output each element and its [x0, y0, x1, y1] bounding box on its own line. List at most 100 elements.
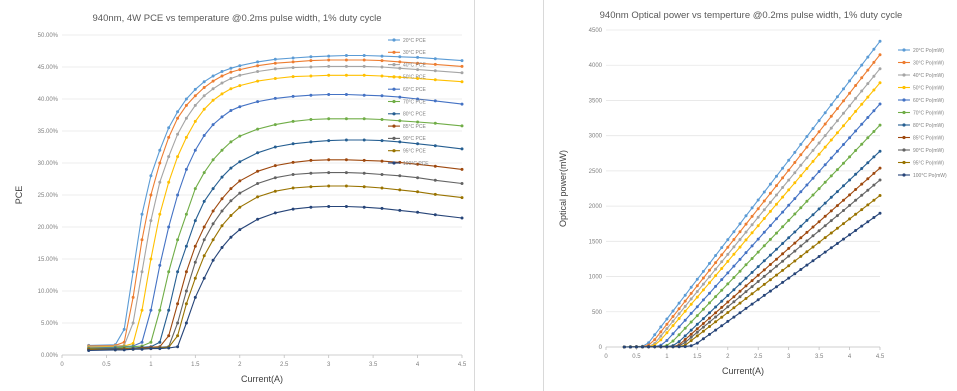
- y-tick-label: 2500: [589, 169, 603, 175]
- power-data-point: [744, 238, 748, 242]
- power-data-point: [878, 123, 882, 127]
- x-tick-label: 1.5: [693, 354, 702, 360]
- pce-data-point: [184, 167, 188, 171]
- pce-series-line: [88, 139, 463, 350]
- power-data-point: [860, 122, 864, 126]
- power-data-point: [720, 246, 724, 250]
- power-data-point: [720, 278, 724, 282]
- pce-data-point: [344, 73, 348, 77]
- power-data-point: [878, 102, 882, 106]
- pce-data-point: [167, 225, 171, 229]
- pce-data-point: [380, 54, 384, 58]
- pce-data-point: [211, 74, 215, 78]
- power-data-point: [744, 290, 748, 294]
- power-data-point: [823, 122, 827, 126]
- x-tick-label: 2: [238, 362, 242, 368]
- power-data-point: [714, 315, 718, 319]
- power-data-point: [787, 246, 791, 250]
- power-data-point: [689, 285, 693, 289]
- pce-data-point: [211, 87, 215, 91]
- pce-data-point: [193, 276, 197, 280]
- power-data-point: [768, 191, 772, 195]
- legend-entry: 85°C PCE: [403, 124, 427, 130]
- pce-data-point: [184, 321, 188, 325]
- pce-data-point: [273, 61, 277, 65]
- power-data-point: [817, 141, 821, 145]
- power-data-point: [817, 229, 821, 233]
- power-data-point: [714, 295, 718, 299]
- y-axis-label: Optical power(mW): [558, 150, 568, 227]
- power-data-point: [708, 291, 711, 295]
- power-data-point: [835, 95, 839, 99]
- power-data-point: [817, 187, 821, 191]
- power-data-point: [726, 252, 730, 256]
- power-data-point: [817, 130, 821, 134]
- pce-data-point: [460, 182, 464, 185]
- pce-data-point: [193, 119, 197, 123]
- pce-data-point: [433, 78, 437, 82]
- power-data-point: [750, 257, 754, 260]
- power-data-point: [683, 299, 687, 303]
- pce-data-point: [149, 308, 153, 312]
- power-data-point: [878, 53, 882, 57]
- power-data-point: [799, 153, 803, 157]
- pce-data-point: [460, 167, 464, 171]
- pce-data-point: [158, 180, 162, 184]
- power-data-point: [854, 188, 858, 191]
- power-data-point: [695, 334, 699, 338]
- power-data-point: [701, 276, 705, 280]
- power-data-point: [720, 299, 724, 303]
- pce-data-point: [220, 246, 224, 249]
- power-data-point: [793, 212, 797, 216]
- power-data-point: [695, 330, 699, 334]
- power-data-point: [781, 259, 785, 263]
- pce-data-point: [273, 211, 277, 215]
- power-data-point: [720, 253, 724, 257]
- power-data-point: [805, 145, 809, 149]
- power-data-point: [805, 156, 809, 160]
- y-axis-label: PCE: [14, 186, 24, 205]
- power-data-point: [866, 203, 870, 207]
- pce-data-point: [327, 58, 331, 62]
- pce-data-point: [398, 60, 402, 64]
- power-data-point: [750, 231, 754, 235]
- power-data-point: [848, 136, 852, 140]
- power-data-point: [695, 314, 699, 318]
- pce-data-point: [184, 270, 188, 274]
- power-series-line: [624, 124, 881, 348]
- power-data-point: [762, 208, 766, 212]
- legend-entry: 100°C PCE: [403, 161, 429, 167]
- power-data-point: [842, 99, 845, 103]
- pce-data-point: [309, 74, 313, 78]
- power-data-point: [799, 254, 803, 258]
- power-data-point: [878, 81, 882, 85]
- pce-data-point: [433, 178, 437, 182]
- power-data-point: [695, 327, 699, 331]
- y-tick-label: 5.00%: [41, 321, 59, 327]
- power-data-point: [689, 297, 693, 301]
- pce-data-point: [131, 347, 135, 351]
- power-data-point: [775, 257, 778, 261]
- y-tick-label: 15.00%: [38, 257, 59, 263]
- power-data-point: [689, 302, 693, 306]
- power-data-point: [750, 285, 754, 289]
- power-data-point: [677, 317, 681, 320]
- pce-data-point: [273, 123, 277, 127]
- power-data-point: [689, 332, 693, 336]
- power-data-point: [793, 150, 797, 154]
- power-data-point: [817, 240, 821, 244]
- power-data-point: [799, 190, 803, 194]
- power-data-point: [732, 300, 736, 304]
- power-data-point: [842, 198, 845, 202]
- pce-data-point: [158, 347, 162, 351]
- pce-data-point: [193, 94, 197, 98]
- power-data-point: [708, 281, 711, 285]
- pce-data-point: [193, 244, 197, 248]
- power-data-point: [823, 163, 827, 167]
- power-data-point: [842, 161, 845, 165]
- pce-data-point: [176, 193, 180, 197]
- pce-data-point: [202, 225, 206, 229]
- power-data-point: [744, 263, 748, 267]
- pce-data-point: [131, 321, 135, 325]
- power-data-point: [835, 149, 839, 153]
